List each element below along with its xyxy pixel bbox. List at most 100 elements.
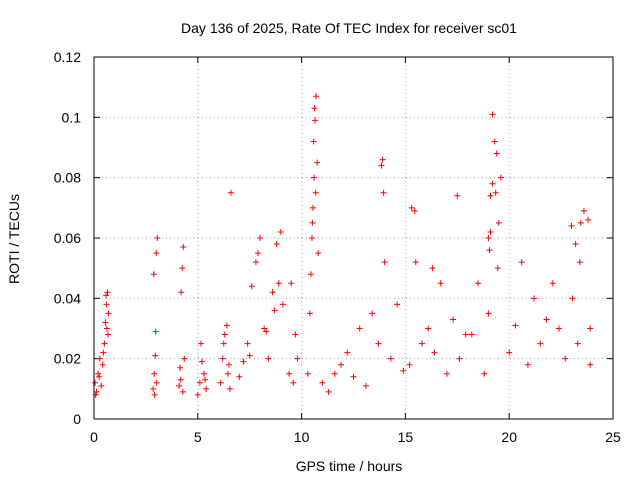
data-point [310, 138, 317, 145]
data-point [224, 370, 231, 377]
data-point [492, 189, 499, 196]
data-point [475, 280, 482, 287]
data-point [203, 385, 210, 392]
data-point [356, 325, 363, 332]
data-point [102, 319, 109, 326]
data-point [306, 310, 313, 317]
data-point [491, 138, 498, 145]
y-tick-label: 0.06 [54, 230, 81, 246]
y-tick-label: 0.08 [54, 170, 81, 186]
data-point [246, 352, 253, 359]
data-point [489, 180, 496, 187]
data-point [277, 228, 284, 235]
data-point [252, 259, 259, 266]
data-point [574, 340, 581, 347]
plot-frame [93, 56, 614, 420]
data-point [194, 391, 201, 398]
data-point [151, 391, 158, 398]
data-point [104, 289, 111, 296]
data-point [152, 352, 159, 359]
y-tick-label: 0.04 [54, 290, 81, 306]
data-point [261, 325, 268, 332]
data-point [493, 150, 500, 157]
data-point [485, 310, 492, 317]
data-point [196, 379, 203, 386]
data-point [312, 117, 319, 124]
data-point [531, 295, 538, 302]
data-point [454, 192, 461, 199]
data-point [576, 259, 583, 266]
data-point [219, 355, 226, 362]
data-point [103, 292, 110, 299]
y-axis-label: ROTI / TECUs [6, 194, 22, 284]
x-tick-label: 0 [90, 429, 98, 445]
data-point [154, 235, 161, 241]
x-tick-label: 15 [398, 429, 414, 445]
data-point [96, 355, 103, 362]
data-point [331, 370, 338, 377]
data-point [150, 385, 157, 392]
data-point [176, 382, 183, 389]
data-point [201, 370, 208, 377]
data-point [226, 385, 233, 392]
data-point [311, 105, 318, 112]
data-point [240, 358, 247, 365]
data-point [580, 207, 587, 214]
data-point [443, 370, 450, 377]
data-point [506, 349, 513, 356]
data-point [269, 289, 276, 296]
data-point [468, 331, 475, 338]
data-point [177, 364, 184, 371]
data-point [153, 250, 160, 257]
data-point [178, 289, 185, 296]
data-point [311, 174, 318, 181]
x-axis-label: GPS time / hours [296, 458, 403, 474]
data-point [319, 379, 326, 386]
data-point [92, 379, 99, 386]
data-point [587, 361, 594, 368]
data-point [153, 379, 160, 386]
data-point [325, 388, 332, 395]
data-point [101, 340, 108, 347]
data-point [275, 280, 282, 287]
data-point [437, 280, 444, 287]
data-point [381, 259, 388, 266]
x-tick-label: 5 [194, 429, 202, 445]
data-point [271, 307, 278, 314]
data-point [100, 349, 107, 356]
y-tick-label: 0.02 [54, 351, 81, 367]
data-point [378, 162, 385, 169]
data-point [450, 316, 457, 323]
data-point [481, 370, 488, 377]
data-point [151, 370, 158, 377]
data-point [304, 370, 311, 377]
data-point [568, 222, 575, 229]
data-point [338, 361, 345, 368]
data-point [95, 370, 102, 377]
data-point [572, 241, 579, 248]
y-tick-label: 0.12 [54, 49, 81, 65]
data-point [152, 328, 159, 335]
data-point [585, 216, 592, 223]
data-point [177, 376, 184, 383]
data-point [411, 207, 418, 214]
data-point [487, 228, 494, 235]
data-point [549, 280, 556, 287]
data-point [562, 355, 569, 362]
data-point [255, 250, 262, 257]
data-point [150, 271, 157, 278]
x-tick-labels: 0 5 10 15 20 25 [90, 429, 621, 445]
data-point [375, 340, 382, 347]
data-point [315, 250, 322, 257]
data-point [288, 280, 295, 287]
data-point [518, 259, 525, 266]
data-point [105, 331, 112, 338]
data-point [456, 355, 463, 362]
data-points [92, 93, 594, 398]
data-point [462, 331, 469, 338]
data-point [524, 361, 531, 368]
data-point [197, 340, 204, 347]
data-point [179, 265, 186, 272]
data-point [543, 316, 550, 323]
data-point [486, 247, 493, 254]
